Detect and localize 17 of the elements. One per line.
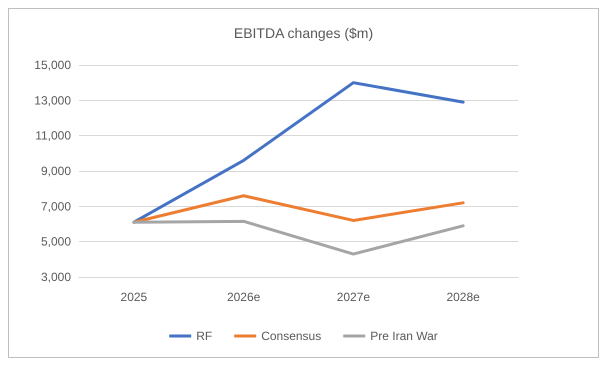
legend-label: RF bbox=[196, 329, 212, 343]
x-tick-label: 2027e bbox=[336, 290, 370, 304]
y-tick-label: 11,000 bbox=[35, 128, 72, 143]
chart-title: EBITDA changes ($m) bbox=[234, 25, 374, 41]
x-tick-label: 2026e bbox=[226, 290, 261, 304]
y-tick-label: 7,000 bbox=[40, 199, 72, 214]
y-tick-label: 13,000 bbox=[34, 93, 72, 108]
legend-label: Pre Iran War bbox=[370, 329, 438, 343]
x-tick-label: 2025 bbox=[120, 290, 148, 304]
line-series bbox=[132, 194, 465, 224]
y-tick-label: 15,000 bbox=[34, 58, 72, 72]
y-tick-label: 9,000 bbox=[40, 164, 72, 178]
y-tick-label: 3,000 bbox=[40, 270, 72, 284]
legend-label: Consensus bbox=[261, 329, 322, 343]
y-tick-label: 5,000 bbox=[40, 234, 72, 249]
line-series bbox=[132, 220, 465, 256]
x-tick-label: 2028e bbox=[446, 290, 480, 304]
